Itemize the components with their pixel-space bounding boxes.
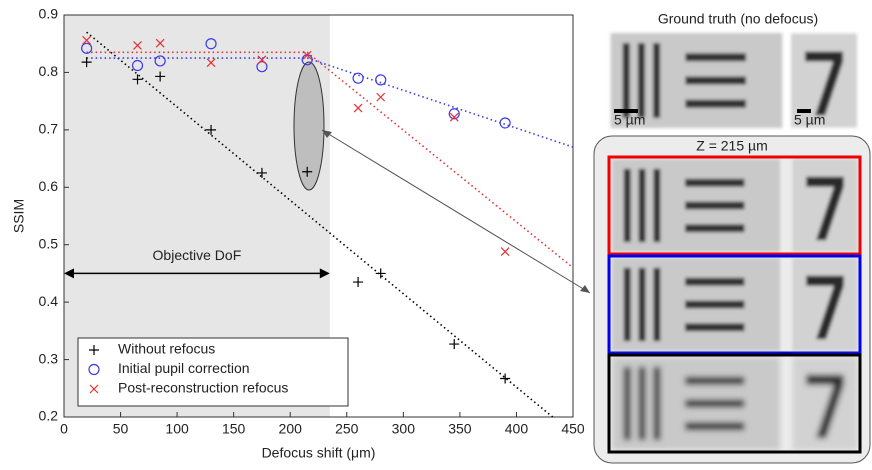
panel-title: Ground truth (no defocus): [658, 11, 818, 27]
x-tick-label: 150: [222, 421, 246, 437]
marker: [155, 38, 165, 48]
y-tick-label: 0.7: [39, 121, 59, 137]
marker: [206, 124, 217, 135]
marker: [256, 61, 268, 73]
marker: [154, 55, 166, 67]
y-tick-label: 0.8: [39, 63, 59, 79]
image: [792, 159, 858, 252]
marker: [256, 167, 267, 178]
fit-line: [86, 51, 574, 269]
marker: [131, 59, 144, 72]
annotation: Objective DoF: [153, 247, 242, 263]
image: [611, 159, 781, 252]
marker: [500, 247, 510, 257]
y-tick-label: 0.2: [39, 408, 59, 424]
panel-subtitle: Z = 215 µm: [696, 138, 767, 154]
x-tick-label: 200: [279, 421, 303, 437]
marker: [81, 57, 92, 68]
marker: [82, 35, 92, 45]
scale-label: 5 µm: [614, 112, 645, 128]
pointer-arrow: [321, 129, 591, 294]
image: [611, 357, 781, 450]
x-tick-label: 100: [165, 421, 189, 437]
marker: [302, 166, 313, 177]
marker: [353, 103, 363, 113]
highlight-box: [607, 353, 862, 454]
marker: [449, 339, 460, 350]
scale-bar: [614, 109, 638, 113]
fit-line: [86, 57, 574, 148]
marker: [206, 58, 216, 68]
marker: [500, 373, 511, 384]
marker: [376, 92, 386, 102]
y-tick-label: 0.9: [39, 6, 59, 22]
plot: 0 50 100 150 200 250 300 350 400 450 0.2 0.3 0.4 0.5 0…: [11, 6, 591, 461]
marker: [449, 112, 459, 122]
fit-line: [86, 31, 554, 418]
marker: [448, 108, 460, 120]
legend-label: Without refocus: [118, 341, 215, 357]
marker: [302, 50, 312, 60]
marker: [375, 74, 387, 86]
x-axis-label: Defocus shift (μm): [262, 445, 376, 461]
y-axis-label: SSIM: [11, 199, 27, 233]
scale-bar: [797, 109, 811, 113]
marker: [133, 41, 142, 50]
marker: [257, 55, 267, 65]
x-tick-label: 0: [60, 421, 68, 437]
marker: [375, 268, 386, 279]
legend-label: Initial pupil correction: [118, 360, 250, 376]
x-tick-label: 350: [448, 421, 472, 437]
x-tick-label: 50: [113, 421, 129, 437]
marker: [81, 42, 93, 54]
legend-label: Post-reconstruction refocus: [118, 380, 288, 396]
marker: [89, 384, 99, 394]
image: [611, 258, 781, 351]
image: [792, 357, 858, 450]
y-tick-label: 0.6: [39, 178, 59, 194]
x-tick-label: 300: [392, 421, 416, 437]
marker: [89, 345, 99, 355]
y-tick-label: 0.4: [39, 293, 59, 309]
marker: [155, 71, 166, 82]
highlight-box: [607, 155, 862, 256]
x-tick-label: 400: [505, 421, 529, 437]
marker: [88, 363, 100, 376]
x-tick-label: 450: [561, 421, 585, 437]
marker: [205, 38, 217, 50]
y-tick-label: 0.3: [39, 350, 59, 366]
marker: [352, 72, 364, 84]
highlight-box: [607, 254, 862, 355]
marker: [353, 277, 364, 288]
image: [792, 258, 858, 351]
x-tick-label: 250: [335, 421, 359, 437]
legend-box: [77, 337, 349, 407]
y-tick-label: 0.5: [39, 235, 59, 251]
marker: [499, 117, 511, 129]
marker: [132, 74, 143, 85]
image-panel: Ground truth (no defocus) 5 µm 5 µm Z = …: [593, 11, 871, 464]
plot-frame: [63, 14, 574, 418]
highlight-ellipse: [293, 61, 325, 191]
scale-label: 5 µm: [794, 112, 825, 128]
